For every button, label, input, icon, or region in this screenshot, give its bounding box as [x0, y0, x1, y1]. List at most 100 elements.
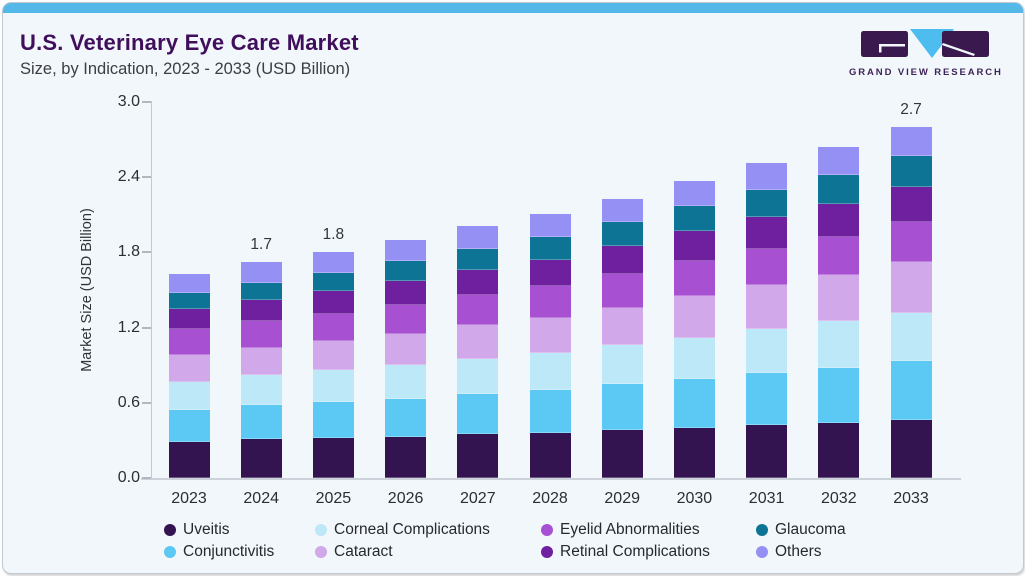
bar-segment-retinal-complications [457, 269, 499, 296]
legend-dot-icon [541, 546, 553, 558]
bar-segment-others [457, 226, 499, 249]
y-axis-line [151, 101, 152, 479]
y-tick-label: 0.6 [117, 393, 140, 411]
bar-segment-cataract [457, 325, 499, 359]
bar-segment-conjunctivitis [240, 405, 282, 440]
legend-dot-icon [315, 546, 327, 558]
bar-segment-uveitis [529, 432, 571, 478]
legend-item-corneal-complications: Corneal Complications [315, 520, 490, 540]
bar-segment-eyelid-abnormalities [746, 248, 788, 286]
bar-segment-conjunctivitis [601, 384, 643, 431]
x-axis-label: 2029 [604, 490, 640, 507]
bar-segment-eyelid-abnormalities [673, 261, 715, 297]
legend-item-cataract: Cataract [315, 542, 393, 562]
legend-dot-icon [756, 524, 768, 536]
bar-segment-retinal-complications [529, 259, 571, 287]
page-title: U.S. Veterinary Eye Care Market [20, 30, 359, 55]
bar-segment-conjunctivitis [746, 372, 788, 426]
bar-segment-others [312, 252, 354, 273]
x-axis-label: 2032 [821, 490, 857, 507]
y-tick-label: 1.8 [117, 243, 140, 261]
bar-segment-conjunctivitis [818, 367, 860, 423]
bar-2029 [601, 198, 643, 478]
bar-segment-others [240, 262, 282, 283]
bar-segment-cataract [818, 274, 860, 322]
legend-label: Uveitis [183, 521, 230, 538]
bar-segment-retinal-complications [601, 246, 643, 274]
bar-2025 [312, 252, 354, 478]
bar-segment-eyelid-abnormalities [312, 313, 354, 342]
bar-segment-retinal-complications [168, 308, 210, 329]
bar-segment-conjunctivitis [312, 401, 354, 438]
bar-segment-conjunctivitis [529, 390, 571, 433]
bar-segment-eyelid-abnormalities [601, 273, 643, 308]
x-axis-label: 2033 [893, 490, 929, 507]
y-axis-tick [142, 401, 151, 404]
legend-label: Others [775, 543, 822, 560]
bar-segment-cataract [312, 341, 354, 371]
bar-2033 [890, 127, 932, 478]
bar-segment-uveitis [168, 441, 210, 478]
y-axis-tick [142, 326, 151, 329]
bar-segment-eyelid-abnormalities [168, 328, 210, 356]
bar-2027 [457, 226, 499, 478]
legend-item-glaucoma: Glaucoma [756, 520, 846, 540]
x-axis-label: 2024 [243, 490, 279, 507]
bar-segment-retinal-complications [385, 281, 427, 306]
bar-segment-others [168, 273, 210, 293]
legend-item-retinal-complications: Retinal Complications [541, 542, 710, 562]
bar-segment-corneal-complications [673, 337, 715, 379]
legend-item-conjunctivitis: Conjunctivitis [164, 542, 274, 562]
legend-label: Cataract [334, 543, 393, 560]
bar-total-label: 1.7 [250, 236, 272, 254]
bar-segment-glaucoma [312, 272, 354, 292]
bar-2028 [529, 213, 571, 478]
y-tick-label: 2.4 [117, 168, 140, 186]
bar-segment-others [385, 239, 427, 262]
x-axis-label: 2030 [676, 490, 713, 507]
grand-view-research-logo: GRAND VIEW RESEARCH [849, 27, 1001, 78]
bar-segment-retinal-complications [746, 217, 788, 249]
bar-2023 [168, 273, 210, 478]
legend-item-eyelid-abnormalities: Eyelid Abnormalities [541, 520, 700, 540]
x-axis-label: 2023 [171, 490, 207, 507]
y-tick-label: 0.0 [117, 469, 140, 486]
bar-segment-retinal-complications [890, 187, 932, 223]
bar-segment-others [529, 213, 571, 238]
bar-segment-uveitis [240, 439, 282, 478]
y-tick-label: 1.2 [117, 318, 140, 336]
bar-segment-eyelid-abnormalities [529, 286, 571, 318]
bar-segment-others [818, 147, 860, 175]
bar-segment-glaucoma [457, 248, 499, 270]
bar-segment-eyelid-abnormalities [457, 295, 499, 326]
bar-segment-corneal-complications [240, 375, 282, 406]
y-axis-tick [142, 176, 151, 179]
bar-segment-corneal-complications [457, 358, 499, 395]
bar-segment-eyelid-abnormalities [240, 321, 282, 348]
bar-segment-glaucoma [673, 206, 715, 232]
bar-segment-conjunctivitis [385, 399, 427, 437]
bar-segment-others [673, 180, 715, 207]
gvr-logo-icon [861, 29, 989, 58]
bar-segment-corneal-complications [529, 352, 571, 391]
bar-segment-corneal-complications [746, 328, 788, 373]
bar-2030 [673, 180, 715, 478]
y-axis-tick [142, 477, 151, 479]
bar-segment-retinal-complications [312, 291, 354, 314]
legend-item-others: Others [756, 542, 822, 562]
bar-2032 [818, 147, 860, 478]
x-axis-label: 2025 [315, 490, 352, 507]
bar-segment-uveitis [890, 420, 932, 478]
bar-segment-glaucoma [240, 282, 282, 301]
page-subtitle: Size, by Indication, 2023 - 2033 (USD Bi… [20, 60, 351, 78]
bar-segment-glaucoma [818, 174, 860, 204]
y-axis-tick [142, 101, 151, 103]
legend-item-uveitis: Uveitis [164, 520, 230, 540]
bar-segment-conjunctivitis [457, 394, 499, 435]
y-tick-label: 3.0 [117, 93, 140, 110]
bar-segment-conjunctivitis [673, 378, 715, 428]
legend-label: Retinal Complications [560, 543, 710, 560]
legend-label: Corneal Complications [334, 521, 490, 538]
x-axis-label: 2027 [460, 490, 496, 507]
